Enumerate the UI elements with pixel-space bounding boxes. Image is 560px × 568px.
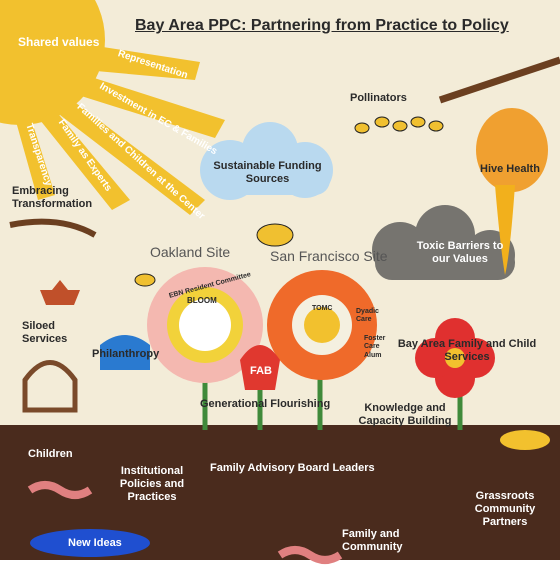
bloom-label: BLOOM [187,296,217,306]
fab-label: FAB [250,365,272,378]
children-label: Children [28,448,73,461]
bafcs-label: Bay Area Family and Child Services [392,338,542,364]
orange-flower [267,270,377,380]
toxic-label: Toxic Barriers to our Values [410,240,510,266]
knowledge-label: Knowledge and Capacity Building [350,402,460,428]
tomc-label: TOMC [312,305,332,313]
poster-art [0,0,560,568]
pollinators-label: Pollinators [350,92,407,105]
grassroots-label: Grassroots Community Partners [465,490,545,530]
sun-label: Shared values [18,35,99,49]
dyadic-label: Dyadic Care [356,308,386,325]
new-ideas-label: New Ideas [68,537,122,550]
family-community-label: Family and Community [342,528,412,554]
transformation-label: Embracing Transformation [12,185,112,211]
flourishing-label: Generational Flourishing [200,398,330,411]
hive [476,108,548,192]
fab-leaders-label: Family Advisory Board Leaders [210,462,375,475]
philanthropy-label: Philanthropy [92,348,159,361]
site-label: Oakland Site [150,244,230,261]
siloed-label: Siloed Services [22,320,92,346]
honey-pool [500,430,550,450]
poster: Bay Area PPC: Partnering from Practice t… [0,0,560,568]
hive-label: Hive Health [480,163,540,176]
funding-label: Sustainable Funding Sources [205,160,330,186]
title: Bay Area PPC: Partnering from Practice t… [135,16,509,35]
site-label: San Francisco Site [270,248,388,265]
institutional-label: Institutional Policies and Practices [112,465,192,505]
